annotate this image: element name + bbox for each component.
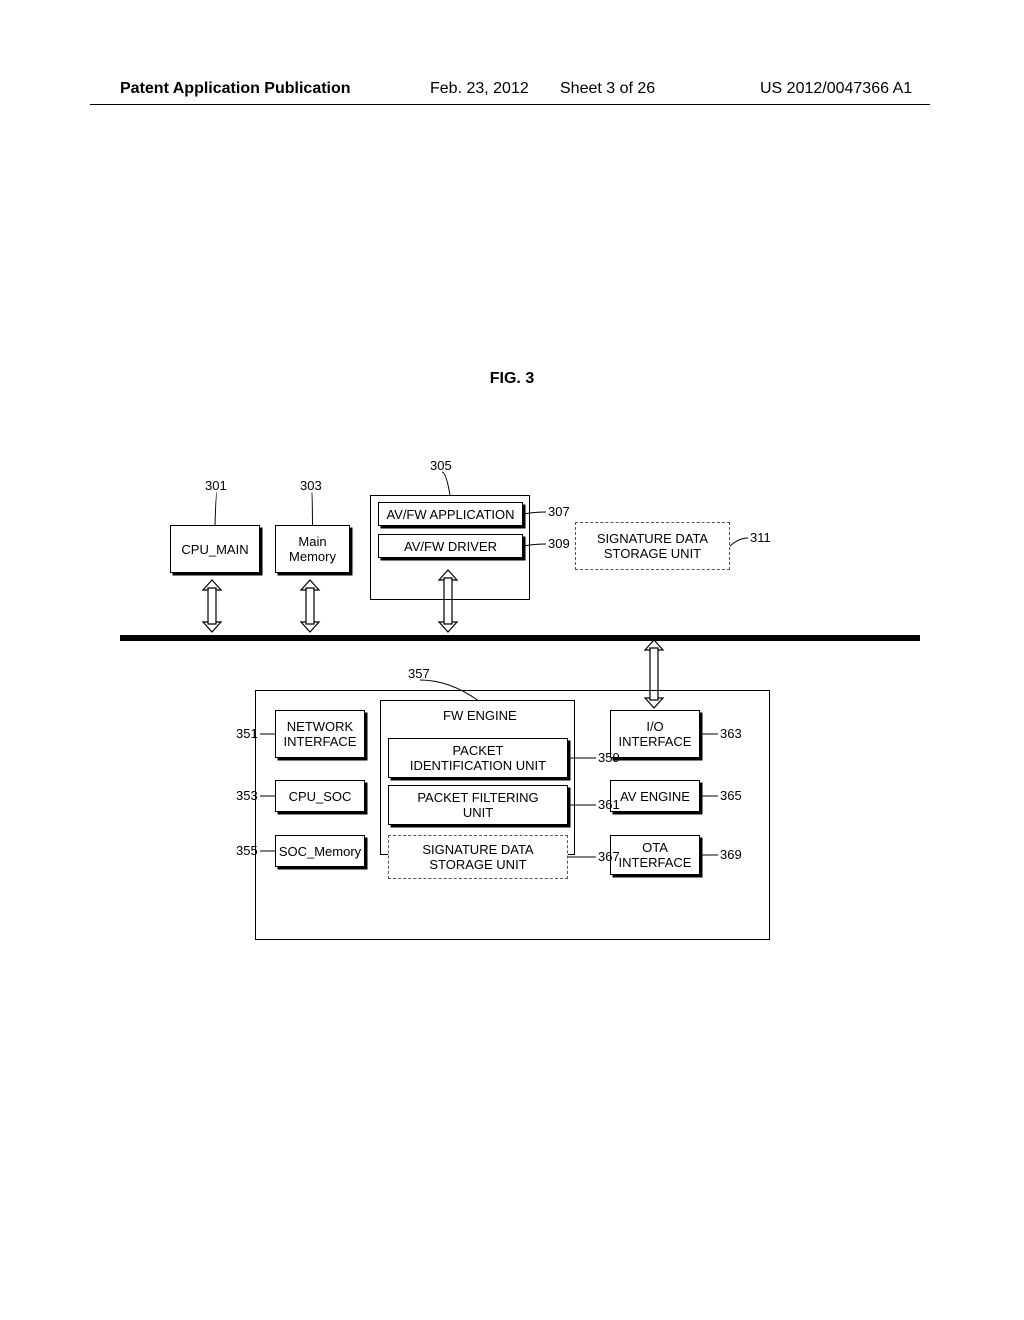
block-b369: OTAINTERFACE (610, 835, 700, 875)
block-b365: AV ENGINE (610, 780, 700, 812)
leader-line (416, 676, 482, 704)
block-b309: AV/FW DRIVER (378, 534, 523, 558)
ref-369: 369 (720, 847, 742, 862)
block-b301: CPU_MAIN (170, 525, 260, 573)
ref-351: 351 (236, 726, 258, 741)
header-sheet: Sheet 3 of 26 (560, 80, 655, 98)
ref-353: 353 (236, 788, 258, 803)
leader-line (519, 540, 550, 550)
ref-359: 359 (598, 750, 620, 765)
header-pubnum: US 2012/0047366 A1 (760, 80, 912, 98)
header-left: Patent Application Publication (120, 80, 351, 98)
ref-367: 367 (598, 849, 620, 864)
ref-363: 363 (720, 726, 742, 741)
ref-361: 361 (598, 797, 620, 812)
figure-title: FIG. 3 (0, 370, 1024, 388)
ref-309: 309 (548, 536, 570, 551)
bidir-arrow (295, 578, 325, 634)
page: Patent Application Publication Feb. 23, … (0, 0, 1024, 1320)
block-b307: AV/FW APPLICATION (378, 502, 523, 526)
leader-line (438, 468, 454, 499)
leader-line (519, 508, 550, 518)
leader-line (256, 730, 279, 738)
block-b311: SIGNATURE DATASTORAGE UNIT (575, 522, 730, 570)
leader-line (696, 851, 722, 859)
leader-line (308, 488, 317, 529)
header-divider (90, 104, 930, 105)
leader-line (564, 754, 600, 762)
leader-line (726, 534, 752, 550)
ref-355: 355 (236, 843, 258, 858)
leader-line (256, 847, 279, 855)
leader-line (564, 853, 600, 861)
leader-line (696, 730, 722, 738)
ref-311: 311 (750, 530, 771, 545)
block-b367: SIGNATURE DATASTORAGE UNIT (388, 835, 568, 879)
leader-line (256, 792, 279, 800)
leader-line (564, 801, 600, 809)
block-b351: NETWORKINTERFACE (275, 710, 365, 758)
bidir-arrow (197, 578, 227, 634)
block-b359: PACKETIDENTIFICATION UNIT (388, 738, 568, 778)
header-date: Feb. 23, 2012 (430, 80, 529, 98)
ref-307: 307 (548, 504, 570, 519)
inner-label: FW ENGINE (443, 708, 517, 723)
bidir-arrow (433, 568, 463, 634)
block-b353: CPU_SOC (275, 780, 365, 812)
block-b303: MainMemory (275, 525, 350, 573)
block-b361: PACKET FILTERINGUNIT (388, 785, 568, 825)
block-b355: SOC_Memory (275, 835, 365, 867)
bidir-arrow (639, 638, 669, 710)
block-diagram: CPU_MAIN MainMemory AV/FW APPLICATION AV/FW… (0, 440, 1024, 1000)
bus-line (120, 635, 920, 641)
leader-line (211, 488, 221, 529)
ref-365: 365 (720, 788, 742, 803)
leader-line (696, 792, 722, 800)
block-b363: I/OINTERFACE (610, 710, 700, 758)
